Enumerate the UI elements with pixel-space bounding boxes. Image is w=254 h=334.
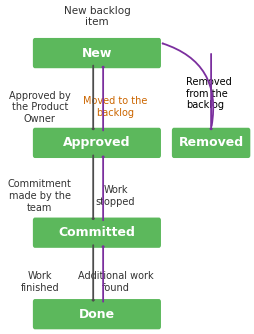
Text: Work
finished: Work finished: [21, 271, 59, 293]
Text: Approved by
the Product
Owner: Approved by the Product Owner: [9, 91, 71, 124]
Text: Commitment
made by the
team: Commitment made by the team: [8, 179, 72, 212]
Text: Work
stopped: Work stopped: [96, 185, 135, 207]
Text: Approved: Approved: [63, 136, 131, 149]
FancyBboxPatch shape: [33, 217, 161, 248]
Text: Committed: Committed: [58, 226, 135, 239]
FancyBboxPatch shape: [33, 38, 161, 68]
FancyBboxPatch shape: [172, 128, 250, 158]
Text: Additional work
found: Additional work found: [78, 271, 153, 293]
FancyArrowPatch shape: [163, 43, 213, 126]
Text: Removed
from the
backlog: Removed from the backlog: [186, 77, 232, 111]
Text: New backlog
item: New backlog item: [64, 6, 130, 27]
Text: Removed: Removed: [179, 136, 244, 149]
FancyBboxPatch shape: [33, 128, 161, 158]
FancyBboxPatch shape: [33, 299, 161, 329]
Text: Moved to the
backlog: Moved to the backlog: [83, 96, 148, 118]
Text: New: New: [82, 46, 112, 59]
Text: Done: Done: [79, 308, 115, 321]
